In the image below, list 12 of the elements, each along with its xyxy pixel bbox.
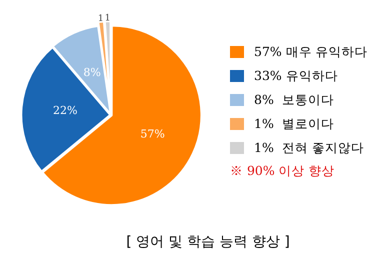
legend-label: 57% 매우 유익하다	[254, 44, 368, 60]
legend-label: 8% 보통이다	[254, 92, 334, 108]
data-label: 1	[98, 14, 104, 24]
data-label: 57%	[140, 128, 165, 141]
text: ※ 90% 이상 향상	[230, 162, 336, 180]
legend-label: 1% 별로이다	[254, 116, 334, 132]
data-label: 8%	[83, 66, 101, 79]
data-label: 22%	[52, 104, 78, 117]
legend-label: 33% 유익하다	[254, 68, 338, 84]
text: [ 영어 및 학습 능력 향상 ]	[125, 233, 291, 251]
data-label: 1	[104, 13, 110, 24]
legend-label: 1% 전혀 좋지않다	[254, 140, 364, 156]
